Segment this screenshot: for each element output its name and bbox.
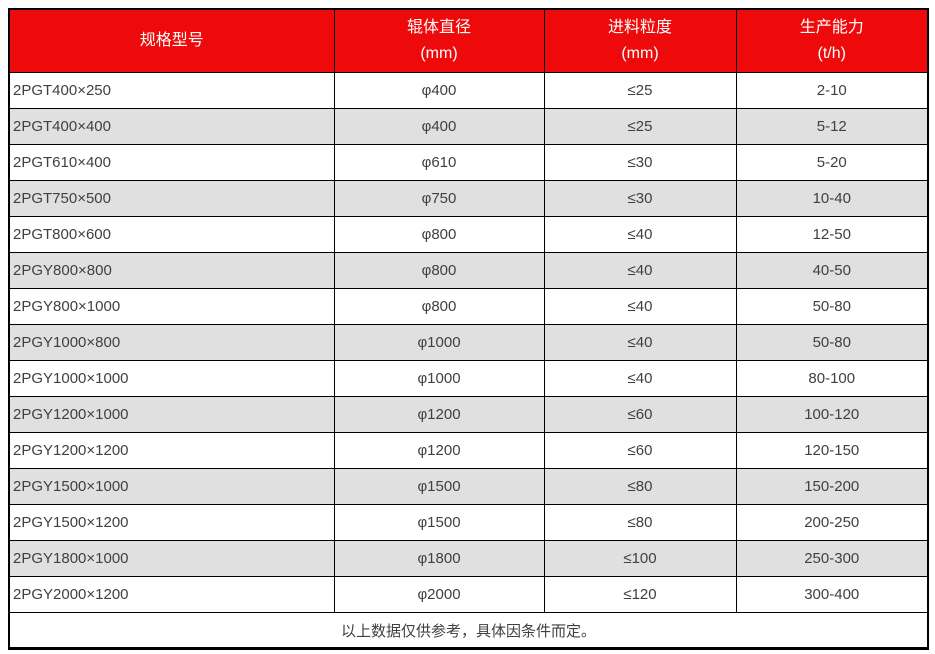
cell-capacity: 120-150 <box>735 432 929 469</box>
table-row: 2PGY800×1000 φ800 ≤40 50-80 <box>8 288 929 325</box>
table-row: 2PGY1000×1000 φ1000 ≤40 80-100 <box>8 360 929 397</box>
cell-model: 2PGY2000×1200 <box>8 576 335 613</box>
cell-feed-size: ≤40 <box>543 360 737 397</box>
header-capacity: 生产能力 (t/h) <box>735 8 929 73</box>
cell-model: 2PGY1200×1000 <box>8 396 335 433</box>
header-feed-size-unit: (mm) <box>621 45 659 62</box>
table-row: 2PGT400×250 φ400 ≤25 2-10 <box>8 72 929 109</box>
cell-feed-size: ≤60 <box>543 396 737 433</box>
cell-capacity: 12-50 <box>735 216 929 253</box>
cell-roller-diameter: φ1800 <box>333 540 545 577</box>
cell-model: 2PGY800×1000 <box>8 288 335 325</box>
cell-roller-diameter: φ2000 <box>333 576 545 613</box>
cell-model: 2PGT800×600 <box>8 216 335 253</box>
cell-capacity: 5-20 <box>735 144 929 181</box>
cell-roller-diameter: φ610 <box>333 144 545 181</box>
table-row: 2PGT800×600 φ800 ≤40 12-50 <box>8 216 929 253</box>
cell-capacity: 200-250 <box>735 504 929 541</box>
cell-capacity: 40-50 <box>735 252 929 289</box>
cell-capacity: 250-300 <box>735 540 929 577</box>
cell-roller-diameter: φ400 <box>333 72 545 109</box>
cell-roller-diameter: φ1500 <box>333 468 545 505</box>
footer-row: 以上数据仅供参考，具体因条件而定。 <box>8 612 929 649</box>
cell-roller-diameter: φ800 <box>333 252 545 289</box>
footer-note: 以上数据仅供参考，具体因条件而定。 <box>8 612 929 649</box>
cell-model: 2PGY1000×800 <box>8 324 335 361</box>
cell-model: 2PGY1500×1200 <box>8 504 335 541</box>
cell-capacity: 300-400 <box>735 576 929 613</box>
cell-capacity: 80-100 <box>735 360 929 397</box>
table-row: 2PGY1500×1200 φ1500 ≤80 200-250 <box>8 504 929 541</box>
cell-model: 2PGT400×250 <box>8 72 335 109</box>
header-roller-diameter-unit: (mm) <box>420 45 458 62</box>
cell-model: 2PGT610×400 <box>8 144 335 181</box>
cell-feed-size: ≤40 <box>543 216 737 253</box>
header-row: 规格型号 辊体直径 (mm) 进料粒度 (mm) 生产能力 (t/h) <box>8 8 929 73</box>
cell-capacity: 50-80 <box>735 288 929 325</box>
cell-capacity: 150-200 <box>735 468 929 505</box>
table-row: 2PGY1500×1000 φ1500 ≤80 150-200 <box>8 468 929 505</box>
cell-feed-size: ≤40 <box>543 324 737 361</box>
cell-model: 2PGT400×400 <box>8 108 335 145</box>
table-row: 2PGT610×400 φ610 ≤30 5-20 <box>8 144 929 181</box>
cell-roller-diameter: φ1200 <box>333 396 545 433</box>
cell-capacity: 100-120 <box>735 396 929 433</box>
cell-capacity: 2-10 <box>735 72 929 109</box>
cell-feed-size: ≤40 <box>543 252 737 289</box>
cell-feed-size: ≤30 <box>543 180 737 217</box>
spec-table: 规格型号 辊体直径 (mm) 进料粒度 (mm) 生产能力 (t/h) 2PGT… <box>8 8 929 650</box>
header-feed-size: 进料粒度 (mm) <box>543 8 737 73</box>
cell-feed-size: ≤80 <box>543 468 737 505</box>
cell-model: 2PGY800×800 <box>8 252 335 289</box>
table-row: 2PGT750×500 φ750 ≤30 10-40 <box>8 180 929 217</box>
header-capacity-unit: (t/h) <box>817 45 846 62</box>
cell-roller-diameter: φ750 <box>333 180 545 217</box>
table-row: 2PGY2000×1200 φ2000 ≤120 300-400 <box>8 576 929 613</box>
cell-feed-size: ≤60 <box>543 432 737 469</box>
cell-feed-size: ≤80 <box>543 504 737 541</box>
header-feed-size-label: 进料粒度 <box>607 19 672 36</box>
cell-feed-size: ≤25 <box>543 72 737 109</box>
cell-feed-size: ≤30 <box>543 144 737 181</box>
table-row: 2PGT400×400 φ400 ≤25 5-12 <box>8 108 929 145</box>
cell-model: 2PGY1800×1000 <box>8 540 335 577</box>
header-roller-diameter: 辊体直径 (mm) <box>333 8 545 73</box>
cell-feed-size: ≤120 <box>543 576 737 613</box>
cell-roller-diameter: φ1500 <box>333 504 545 541</box>
cell-model: 2PGY1500×1000 <box>8 468 335 505</box>
header-capacity-label: 生产能力 <box>799 19 864 36</box>
header-model: 规格型号 <box>8 8 335 73</box>
cell-model: 2PGY1000×1000 <box>8 360 335 397</box>
header-roller-diameter-label: 辊体直径 <box>406 19 471 36</box>
cell-feed-size: ≤100 <box>543 540 737 577</box>
cell-capacity: 50-80 <box>735 324 929 361</box>
table-body: 2PGT400×250 φ400 ≤25 2-10 2PGT400×400 φ400 ≤25… <box>8 72 929 613</box>
cell-roller-diameter: φ800 <box>333 216 545 253</box>
table-row: 2PGY1200×1200 φ1200 ≤60 120-150 <box>8 432 929 469</box>
cell-roller-diameter: φ800 <box>333 288 545 325</box>
table-row: 2PGY1200×1000 φ1200 ≤60 100-120 <box>8 396 929 433</box>
table-row: 2PGY1800×1000 φ1800 ≤100 250-300 <box>8 540 929 577</box>
header-model-label: 规格型号 <box>139 32 204 49</box>
cell-roller-diameter: φ1000 <box>333 324 545 361</box>
cell-model: 2PGY1200×1200 <box>8 432 335 469</box>
table-row: 2PGY800×800 φ800 ≤40 40-50 <box>8 252 929 289</box>
cell-feed-size: ≤25 <box>543 108 737 145</box>
cell-roller-diameter: φ1000 <box>333 360 545 397</box>
cell-roller-diameter: φ400 <box>333 108 545 145</box>
cell-capacity: 5-12 <box>735 108 929 145</box>
cell-roller-diameter: φ1200 <box>333 432 545 469</box>
cell-feed-size: ≤40 <box>543 288 737 325</box>
cell-capacity: 10-40 <box>735 180 929 217</box>
table-row: 2PGY1000×800 φ1000 ≤40 50-80 <box>8 324 929 361</box>
cell-model: 2PGT750×500 <box>8 180 335 217</box>
